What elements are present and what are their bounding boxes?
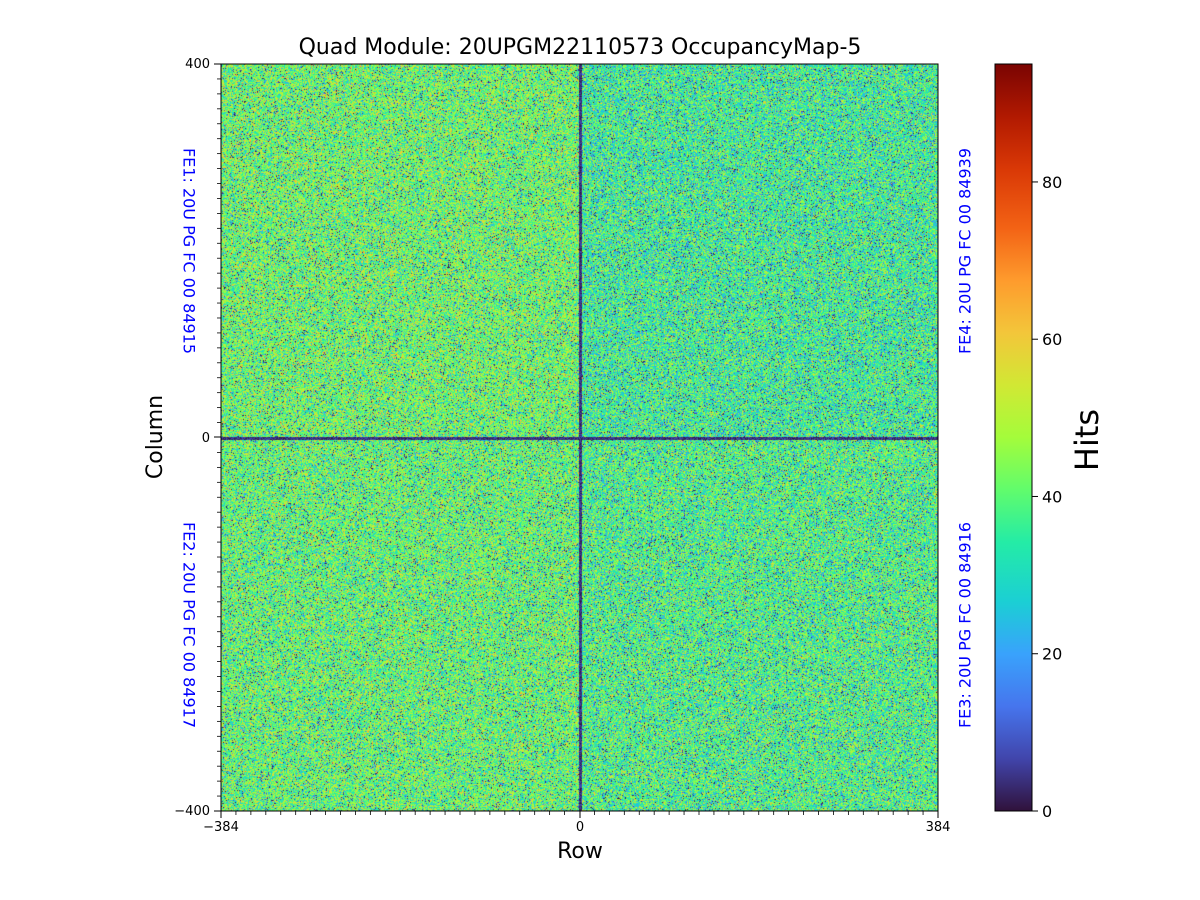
heatmap-canvas [221,64,938,811]
chart-title: Quad Module: 20UPGM22110573 OccupancyMap… [299,35,862,60]
fe3-label: FE3: 20U PG FC 00 84916 [956,522,975,728]
colorbar: 0 20 40 60 80 Hits [994,63,1106,821]
x-tick-label: −384 [203,820,239,835]
y-tick-label: 400 [185,57,210,72]
x-axis-label: Row [557,839,603,864]
fe1-label: FE1: 20U PG FC 00 84915 [180,148,199,354]
minor-ticks [217,78,924,815]
heatmap-plot-area [220,63,939,812]
x-axis: −384 0 384 Row [203,811,950,864]
colorbar-ticks: 0 20 40 60 80 [1032,173,1062,821]
colorbar-tick-label: 20 [1042,645,1062,664]
y-axis-label: Column [143,395,168,479]
colorbar-gradient [994,63,1033,812]
colorbar-tick-label: 40 [1042,487,1062,506]
y-tick-label: −400 [174,804,210,819]
fe4-label: FE4: 20U PG FC 00 84939 [956,148,975,354]
x-tick-label: 0 [576,820,584,835]
colorbar-tick-label: 80 [1042,173,1062,192]
y-axis: 400 0 −400 Column [143,57,221,819]
x-tick-label: 384 [926,820,951,835]
quadrant-labels: FE1: 20U PG FC 00 84915 FE4: 20U PG FC 0… [180,148,975,728]
colorbar-tick-label: 0 [1042,802,1052,821]
fe2-label: FE2: 20U PG FC 00 84917 [180,522,199,728]
y-tick-label: 0 [202,431,210,446]
colorbar-tick-label: 60 [1042,330,1062,349]
colorbar-label: Hits [1068,409,1106,471]
